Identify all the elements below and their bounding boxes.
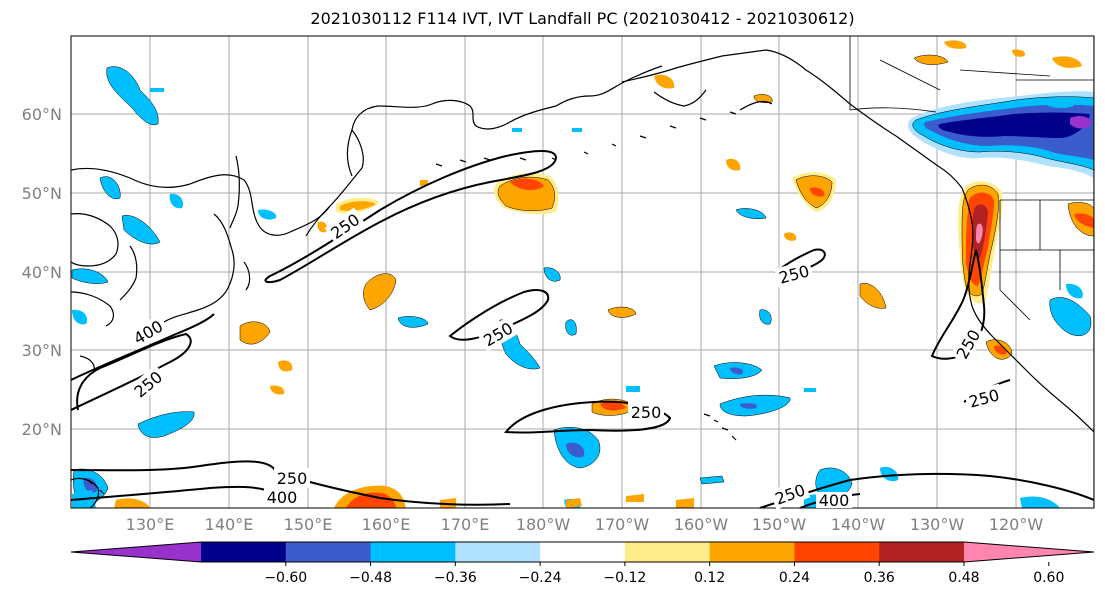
colorbar-tick-label: −0.48 <box>349 570 392 586</box>
map-frame <box>70 35 1095 509</box>
borders <box>849 36 1094 321</box>
colorbar-segment <box>879 542 965 562</box>
colorbar-segment <box>201 542 287 562</box>
lon-label: 170°W <box>595 515 650 534</box>
colorbar-tick-label: 0.60 <box>1033 570 1064 586</box>
colorbar-tick-label: −0.60 <box>264 570 307 586</box>
colorbar-tick-label: −0.36 <box>434 570 477 586</box>
lon-label: 160°W <box>674 515 729 534</box>
colorbar-tick-label: 0.36 <box>864 570 895 586</box>
colorbar-tick-label: 0.48 <box>948 570 979 586</box>
colorbar-segment <box>624 542 711 562</box>
lat-label: 60°N <box>22 105 62 124</box>
lon-label: 140°E <box>205 515 254 534</box>
lon-label: 150°W <box>752 515 807 534</box>
lat-label: 30°N <box>22 341 62 360</box>
colorbar-tick-label: −0.24 <box>519 570 562 586</box>
lon-label: 160°E <box>362 515 411 534</box>
colorbar-outline <box>70 541 1095 563</box>
map-title: 2021030112 F114 IVT, IVT Landfall PC (20… <box>310 9 855 28</box>
colorbar-segment <box>709 542 795 562</box>
lon-label: 150°E <box>284 515 333 534</box>
colorbar-segment <box>285 542 372 562</box>
lon-label: 180°W <box>516 515 571 534</box>
contour-label: 400 <box>819 491 850 510</box>
latitude-labels: 60°N 50°N 40°N 30°N 20°N <box>22 105 62 439</box>
lon-label: 130°E <box>126 515 175 534</box>
colorbar-tick-label: −0.12 <box>603 570 646 586</box>
colorbar-extend-high <box>964 542 1094 562</box>
lon-label: 140°W <box>831 515 886 534</box>
colorbar-segment <box>455 542 541 562</box>
colorbar-extend-low <box>71 542 201 562</box>
lon-label: 130°W <box>910 515 965 534</box>
lat-label: 50°N <box>22 184 62 203</box>
colorbar-segment <box>794 542 880 562</box>
longitude-labels: 130°E 140°E 150°E 160°E 170°E 180°W 170°… <box>126 515 1044 534</box>
contour-label: 250 <box>631 403 662 422</box>
coastlines <box>71 36 1094 508</box>
lon-label: 170°E <box>441 515 490 534</box>
contour-label: 250 <box>277 469 308 488</box>
contour-label: 400 <box>267 488 298 507</box>
colorbar: −0.60 −0.48 −0.36 −0.24 −0.12 0.12 0.24 0.36 0.4… <box>70 541 1095 586</box>
negative-anomaly-regions <box>71 66 1094 508</box>
colorbar-tick-label: 0.24 <box>779 570 810 586</box>
colorbar-segment <box>370 542 456 562</box>
contour-labels: 250 250 250 250 250 250 250 250 250 400 … <box>127 207 1004 510</box>
lat-label: 40°N <box>22 263 62 282</box>
colorbar-tick-label: 0.12 <box>694 570 725 586</box>
colorbar-segment <box>540 542 626 562</box>
lat-label: 20°N <box>22 420 62 439</box>
lon-label: 120°W <box>989 515 1044 534</box>
